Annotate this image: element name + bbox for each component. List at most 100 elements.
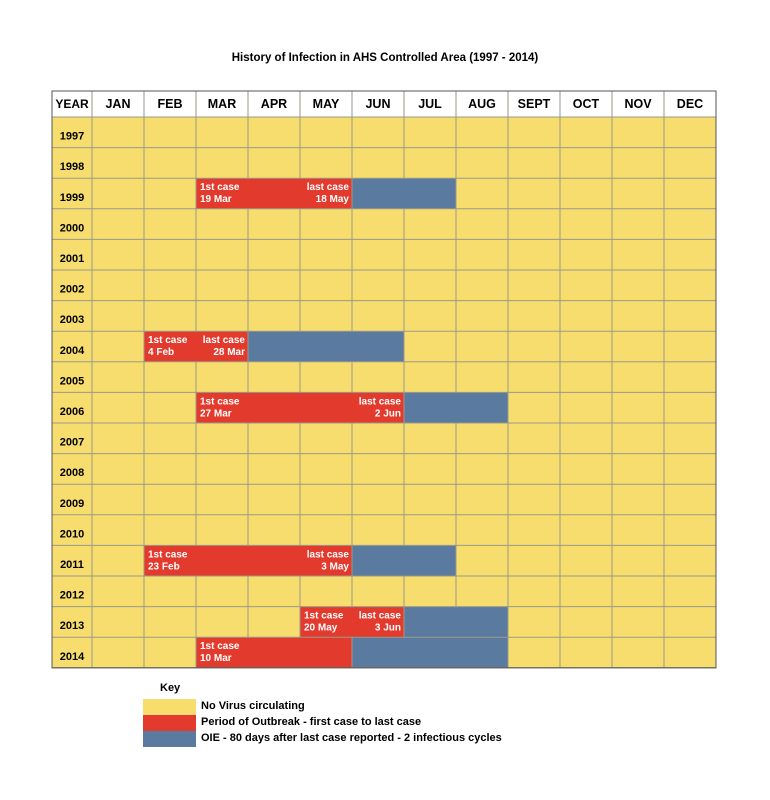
cell-2012-feb-none xyxy=(144,576,197,607)
legend-item-no-virus: No Virus circulating xyxy=(143,699,703,715)
cell-2001-apr-none xyxy=(248,239,301,270)
cell-2013-dec-none xyxy=(664,606,717,638)
cell-2003-dec-none xyxy=(664,300,717,332)
cell-2006-nov-none xyxy=(612,392,665,423)
cell-2011-may-outbreak xyxy=(300,545,353,576)
year-label-2002: 2002 xyxy=(60,284,84,296)
cell-2005-mar-none xyxy=(196,361,249,393)
cell-2014-jun-oie xyxy=(352,637,405,668)
cell-2006-oct-none xyxy=(560,392,613,423)
cell-2012-aug-none xyxy=(456,576,509,607)
case-label-1999-may: 18 May xyxy=(316,194,350,205)
cell-2010-aug-none xyxy=(456,514,509,546)
year-label-2000: 2000 xyxy=(60,222,84,234)
cell-1999-jul-oie xyxy=(404,178,457,209)
cell-2004-apr-oie xyxy=(248,331,301,362)
cell-1997-feb-none xyxy=(144,117,197,148)
cell-1998-jun-none xyxy=(352,147,405,179)
cell-2004-jun-oie xyxy=(352,331,405,362)
header-month-nov: NOV xyxy=(624,97,652,111)
cell-1997-nov-none xyxy=(612,117,665,148)
cell-2008-jan-none xyxy=(92,453,145,485)
year-label-2009: 2009 xyxy=(60,498,84,510)
cell-1997-jul-none xyxy=(404,117,457,148)
cell-2010-dec-none xyxy=(664,514,717,546)
legend-label-oie: OIE - 80 days after last case reported -… xyxy=(201,732,502,744)
cell-2013-apr-none xyxy=(248,606,301,638)
cell-2002-nov-none xyxy=(612,270,665,301)
cell-2004-dec-none xyxy=(664,331,717,362)
cell-2008-dec-none xyxy=(664,453,717,485)
cell-2014-jan-none xyxy=(92,637,145,668)
cell-2002-jul-none xyxy=(404,270,457,301)
cell-2007-apr-none xyxy=(248,423,301,454)
cell-2004-feb-outbreak xyxy=(144,331,197,362)
cell-1999-sept-none xyxy=(508,178,561,209)
cell-2005-feb-none xyxy=(144,361,197,393)
case-label-2004-feb: 4 Feb xyxy=(148,347,174,358)
cell-2014-jul-oie xyxy=(404,637,457,668)
cell-2002-jan-none xyxy=(92,270,145,301)
cell-2010-jan-none xyxy=(92,514,145,546)
cell-2001-jul-none xyxy=(404,239,457,270)
cell-2007-sept-none xyxy=(508,423,561,454)
cell-1999-mar-outbreak xyxy=(196,178,249,209)
legend-label-outbreak: Period of Outbreak - first case to last … xyxy=(201,716,422,728)
cell-1999-feb-none xyxy=(144,178,197,209)
case-label-1999-mar: 19 Mar xyxy=(200,194,232,205)
cell-1997-may-none xyxy=(300,117,353,148)
cell-2010-nov-none xyxy=(612,514,665,546)
cell-2005-sept-none xyxy=(508,361,561,393)
case-label-2004-mar: 28 Mar xyxy=(213,347,245,358)
cell-2013-oct-none xyxy=(560,606,613,638)
legend-item-oie: OIE - 80 days after last case reported -… xyxy=(143,731,703,747)
cell-2006-apr-outbreak xyxy=(248,392,301,423)
cell-2006-mar-outbreak xyxy=(196,392,249,423)
cell-2006-jan-none xyxy=(92,392,145,423)
cell-2003-jan-none xyxy=(92,300,145,332)
cell-2002-may-none xyxy=(300,270,353,301)
header-month-aug: AUG xyxy=(468,97,496,111)
year-label-2003: 2003 xyxy=(60,314,84,326)
cell-2000-oct-none xyxy=(560,208,613,240)
cell-2010-sept-none xyxy=(508,514,561,546)
cell-1997-aug-none xyxy=(456,117,509,148)
cell-2001-mar-none xyxy=(196,239,249,270)
cell-2012-apr-none xyxy=(248,576,301,607)
cell-2001-may-none xyxy=(300,239,353,270)
year-label-2014: 2014 xyxy=(60,651,85,663)
cell-2004-sept-none xyxy=(508,331,561,362)
cell-2000-feb-none xyxy=(144,208,197,240)
cell-2008-jul-none xyxy=(404,453,457,485)
cell-2008-sept-none xyxy=(508,453,561,485)
cell-2006-dec-none xyxy=(664,392,717,423)
cell-2000-mar-none xyxy=(196,208,249,240)
cell-2010-apr-none xyxy=(248,514,301,546)
cell-2002-sept-none xyxy=(508,270,561,301)
cell-2002-jun-none xyxy=(352,270,405,301)
cell-2003-jun-none xyxy=(352,300,405,332)
year-cell-1998 xyxy=(52,147,92,179)
cell-2011-jul-oie xyxy=(404,545,457,576)
cell-2004-jan-none xyxy=(92,331,145,362)
year-cell-2003 xyxy=(52,300,92,332)
cell-2008-apr-none xyxy=(248,453,301,485)
cell-2002-mar-none xyxy=(196,270,249,301)
cell-2010-jun-none xyxy=(352,514,405,546)
year-label-2005: 2005 xyxy=(60,375,84,387)
year-cell-2014 xyxy=(52,637,92,668)
year-cell-2007 xyxy=(52,423,92,454)
cell-2009-dec-none xyxy=(664,484,717,515)
cell-2003-may-none xyxy=(300,300,353,332)
cell-2005-oct-none xyxy=(560,361,613,393)
cell-2014-feb-none xyxy=(144,637,197,668)
cell-1998-nov-none xyxy=(612,147,665,179)
cell-2010-oct-none xyxy=(560,514,613,546)
case-label-2013-jun: last case xyxy=(359,611,402,622)
cell-2012-oct-none xyxy=(560,576,613,607)
year-cell-2012 xyxy=(52,576,92,607)
cell-2011-nov-none xyxy=(612,545,665,576)
cell-2005-apr-none xyxy=(248,361,301,393)
year-label-2004: 2004 xyxy=(60,345,85,357)
cell-1999-oct-none xyxy=(560,178,613,209)
